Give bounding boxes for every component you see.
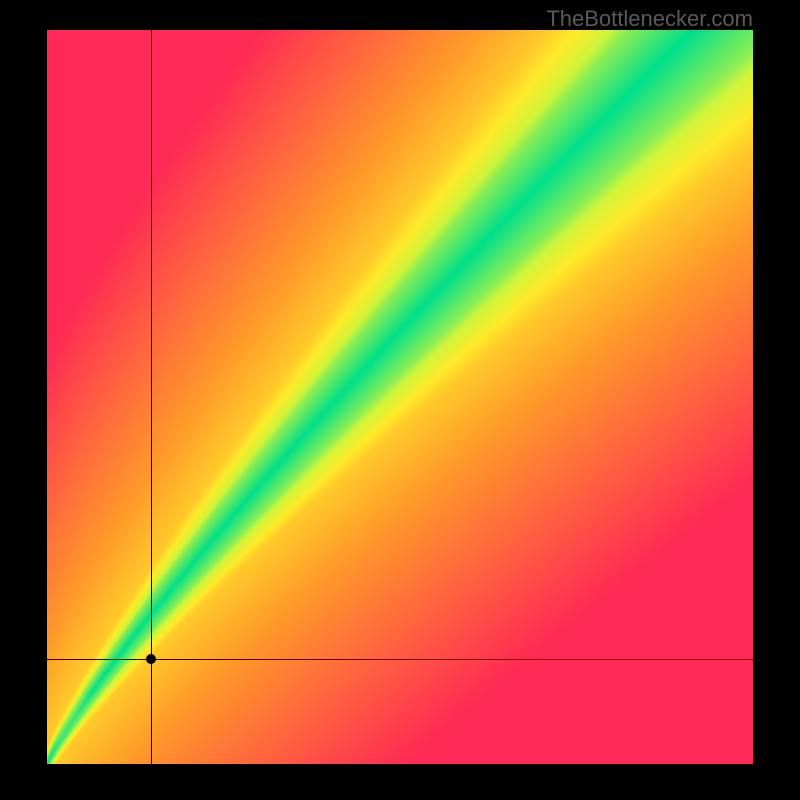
plot-area bbox=[47, 30, 753, 764]
chart-container: TheBottlenecker.com bbox=[0, 0, 800, 800]
data-point-marker bbox=[146, 654, 156, 664]
watermark-text: TheBottlenecker.com bbox=[546, 6, 753, 32]
